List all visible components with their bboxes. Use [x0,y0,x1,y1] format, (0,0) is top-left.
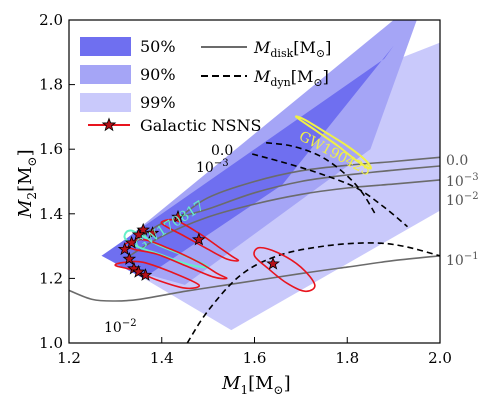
dyn-1e2-label: 10−2 [104,318,137,336]
legend-swatch-50 [80,37,131,56]
nsns-point-6 [117,242,132,256]
nsns-markers [117,209,280,281]
y-tick-label-1: 1.2 [39,269,63,287]
y-tick-label-3: 1.6 [39,140,63,158]
x-axis-label: M1[M⊙] [221,373,291,397]
nsns-contour-3 [114,260,201,290]
x-tick-label-2: 1.6 [243,349,267,367]
disk-1e3-label: 10−3 [446,172,479,190]
legend-swatch-90 [80,65,131,84]
x-tick-label-4: 2.0 [428,349,452,367]
x-tick-label-3: 1.8 [335,349,359,367]
disk-curve-0 [175,156,440,221]
legend-label-50: 50% [140,37,176,56]
y-tick-label-4: 1.8 [39,76,63,94]
dynamical-ejecta-contours [186,141,440,343]
disk-1e1-label: 10−1 [446,251,479,269]
y-axis-ticks: 1.0 1.2 1.4 1.6 1.8 2.0 [39,11,75,352]
x-tick-label-1: 1.4 [150,349,174,367]
nsns-contour-2 [253,246,316,293]
y-tick-label-0: 1.0 [39,334,63,352]
legend-nsns-label: Galactic NSNS [140,116,261,135]
y-tick-label-5: 2.0 [39,11,63,29]
gw-region-gw170817 [123,229,210,269]
legend-nsns-star [101,117,117,132]
disk-1e2-label: 10−2 [446,191,479,209]
nsns-point-0 [171,209,185,223]
nsns-point-9 [131,264,146,278]
nsns-point-7 [122,251,137,265]
disk-mass-contours [69,156,440,302]
nsns-point-4 [131,227,146,241]
legend: 50% 90% 99% Mdisk[M⊙] Mdyn[M⊙] Galactic … [80,37,331,135]
legend-label-99: 99% [140,93,176,112]
nsns-point-11 [266,256,280,270]
plot-area: GW170817 GW190425 0.0 10−3 10−2 [69,20,440,343]
nsns-point-3 [145,226,160,239]
nsns-contour-0 [123,238,228,280]
gw-event-regions [123,115,372,269]
dyn-curve-0 [265,141,376,215]
disk-curve-2 [124,179,440,260]
nsns-contours [114,218,316,293]
legend-dyn-label: Mdyn[M⊙] [253,67,329,89]
dyn-curve-1 [251,153,409,228]
dyn-0-label: 0.0 [211,143,233,159]
dyn-curve-2 [186,242,440,343]
x-tick-label-0: 1.2 [57,349,81,367]
y-tick-label-2: 1.4 [39,205,63,223]
legend-label-90: 90% [140,65,176,84]
nsns-point-5 [124,235,139,249]
nsns-point-10 [138,268,153,281]
legend-swatch-99 [80,93,131,112]
legend-disk-label: Mdisk[M⊙] [253,38,331,60]
disk-curve-1 [124,165,440,250]
gw-region-gw190425 [294,115,372,170]
disk-curve-3 [69,255,440,302]
nsns-contour-1 [160,218,240,262]
x-axis-ticks: 1.2 1.4 1.6 1.8 2.0 [57,337,452,367]
y-axis-label: M2[M⊙] [15,149,39,219]
dyn-1e3-label: 10−3 [196,158,229,176]
disk-0-label: 0.0 [446,153,468,169]
nsns-point-1 [191,232,206,246]
